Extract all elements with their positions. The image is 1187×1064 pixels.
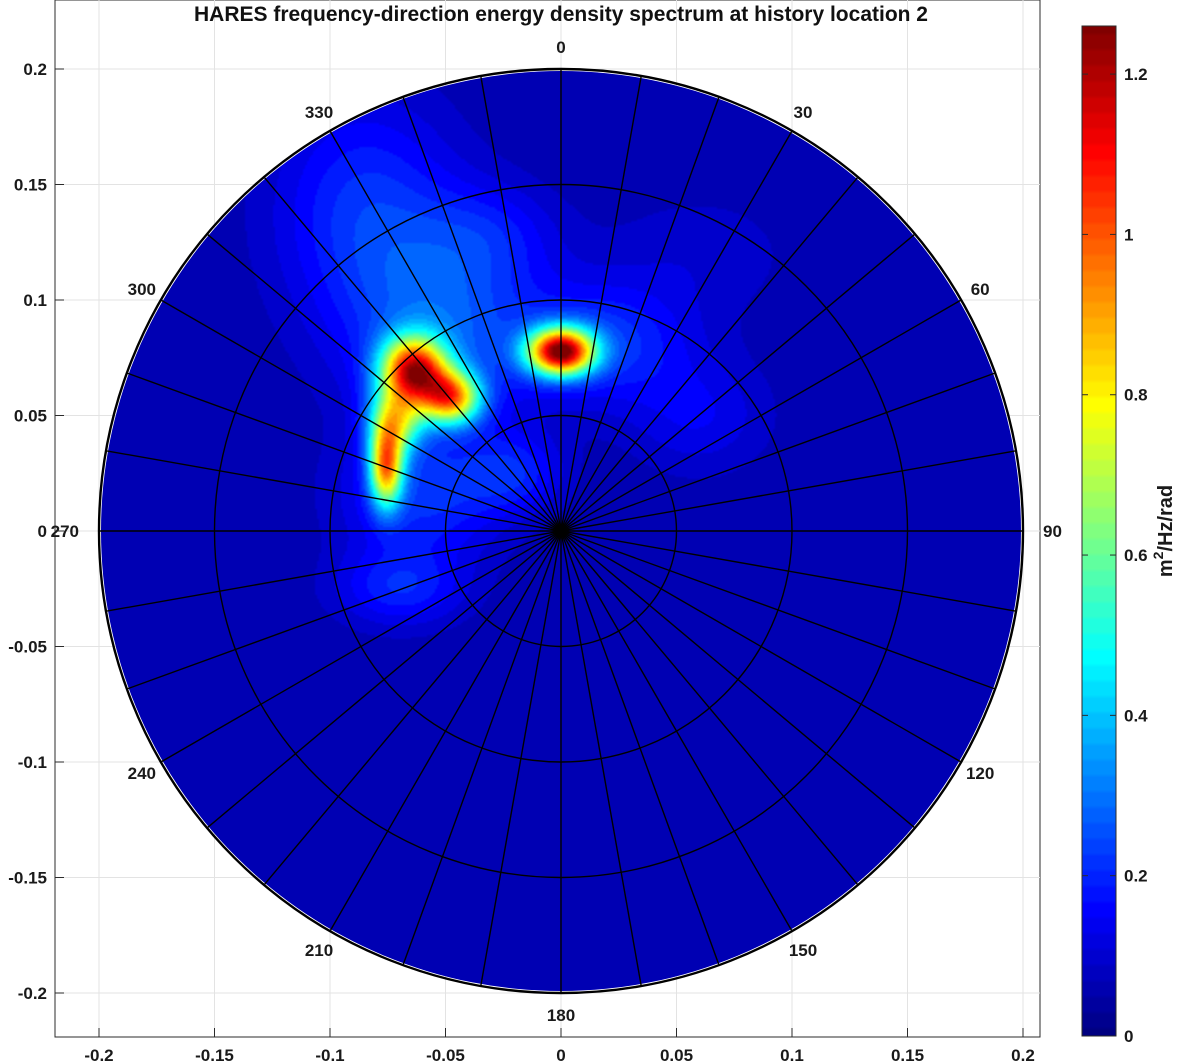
colorbar-tick-label: 0.2 <box>1124 867 1148 886</box>
direction-spoke <box>560 96 720 532</box>
direction-spoke <box>480 75 562 532</box>
direction-spoke <box>560 299 962 532</box>
colorbar-label-rest: /Hz/rad <box>1155 485 1177 552</box>
y-tick-label: -0.1 <box>18 753 47 772</box>
x-tick-label: 0.1 <box>780 1046 804 1064</box>
x-tick-label: -0.15 <box>195 1046 234 1064</box>
y-tick-label: 0.15 <box>14 176 47 195</box>
colorbar-ticks: 0 0.2 0.4 0.6 0.8 1 1.2 <box>1082 65 1148 1046</box>
direction-label: 300 <box>128 280 156 299</box>
direction-spoke <box>126 530 562 690</box>
y-tick-label: -0.2 <box>18 984 47 1003</box>
direction-spoke <box>560 530 720 966</box>
polar-grid <box>97 67 1025 995</box>
colorbar-tick-label: 1 <box>1124 225 1133 244</box>
direction-label: 240 <box>128 764 156 783</box>
colorbar-tick-label: 0.4 <box>1124 706 1148 725</box>
colorbar-tick-label: 1.2 <box>1124 65 1148 84</box>
direction-spoke <box>560 130 793 532</box>
direction-label: 30 <box>794 103 813 122</box>
y-tick-label: 0.05 <box>14 407 47 426</box>
direction-spoke <box>560 530 859 886</box>
colorbar-label-exponent: 2 <box>1150 551 1166 559</box>
x-tick-label: -0.1 <box>315 1046 344 1064</box>
colorbar-frame <box>1081 25 1117 1037</box>
x-tick-label: 0.2 <box>1011 1046 1035 1064</box>
x-tick-label: -0.2 <box>84 1046 113 1064</box>
direction-spoke <box>329 530 562 932</box>
colorbar-tick-label: 0.6 <box>1124 546 1148 565</box>
direction-spoke <box>126 372 562 532</box>
direction-spoke <box>206 530 562 829</box>
direction-spoke <box>560 530 962 763</box>
direction-spoke <box>263 530 562 886</box>
direction-label: 120 <box>966 764 994 783</box>
y-tick-label: -0.05 <box>8 638 47 657</box>
x-tick-label: -0.05 <box>426 1046 465 1064</box>
direction-spoke <box>206 233 562 532</box>
direction-spoke <box>560 530 1017 612</box>
direction-labels: 0 30 60 90 120 150 180 210 240 270 300 330 <box>51 38 1062 1025</box>
direction-label: 330 <box>305 103 333 122</box>
direction-label: 90 <box>1043 522 1062 541</box>
colorbar-tick-label: 0.8 <box>1124 386 1148 405</box>
chart-title: HARES frequency-direction energy density… <box>194 3 928 26</box>
y-tick-label: 0 <box>38 522 47 541</box>
direction-label: 270 <box>51 522 79 541</box>
direction-spoke <box>560 530 996 690</box>
direction-spoke <box>160 299 562 532</box>
x-axis-ticks: -0.2 -0.15 -0.1 -0.05 0 0.05 0.1 0.15 0.2 <box>84 1046 1034 1064</box>
direction-label: 210 <box>305 941 333 960</box>
direction-spoke <box>560 233 916 532</box>
direction-spoke <box>105 450 562 532</box>
direction-spoke <box>560 450 1017 532</box>
colorbar-label-unit: m <box>1155 559 1177 577</box>
polar-center <box>557 527 565 535</box>
y-tick-label: 0.1 <box>23 291 47 310</box>
direction-spoke <box>263 176 562 532</box>
colorbar <box>1082 26 1116 1036</box>
direction-spoke <box>160 530 562 763</box>
direction-label: 150 <box>789 941 817 960</box>
direction-spoke <box>480 530 562 987</box>
direction-spoke <box>560 530 793 932</box>
y-axis-ticks: -0.2 -0.15 -0.1 -0.05 0 0.05 0.1 0.15 0.2 <box>8 60 47 1003</box>
direction-spoke <box>560 530 642 987</box>
x-tick-label: 0.05 <box>660 1046 693 1064</box>
x-tick-label: 0 <box>556 1046 565 1064</box>
direction-spoke <box>402 96 562 532</box>
y-tick-label: -0.15 <box>8 869 47 888</box>
colorbar-label: m2/Hz/rad <box>1150 485 1177 577</box>
direction-spoke <box>560 530 916 829</box>
direction-label: 0 <box>556 38 565 57</box>
colorbar-tick-label: 0 <box>1124 1027 1133 1046</box>
direction-spoke <box>329 130 562 532</box>
direction-label: 180 <box>547 1006 575 1025</box>
x-tick-label: 0.15 <box>891 1046 924 1064</box>
y-tick-label: 0.2 <box>23 60 47 79</box>
direction-spoke <box>402 530 562 966</box>
direction-spoke <box>560 75 642 532</box>
direction-spoke <box>105 530 562 612</box>
direction-spoke <box>560 176 859 532</box>
direction-label: 60 <box>971 280 990 299</box>
direction-spoke <box>560 372 996 532</box>
